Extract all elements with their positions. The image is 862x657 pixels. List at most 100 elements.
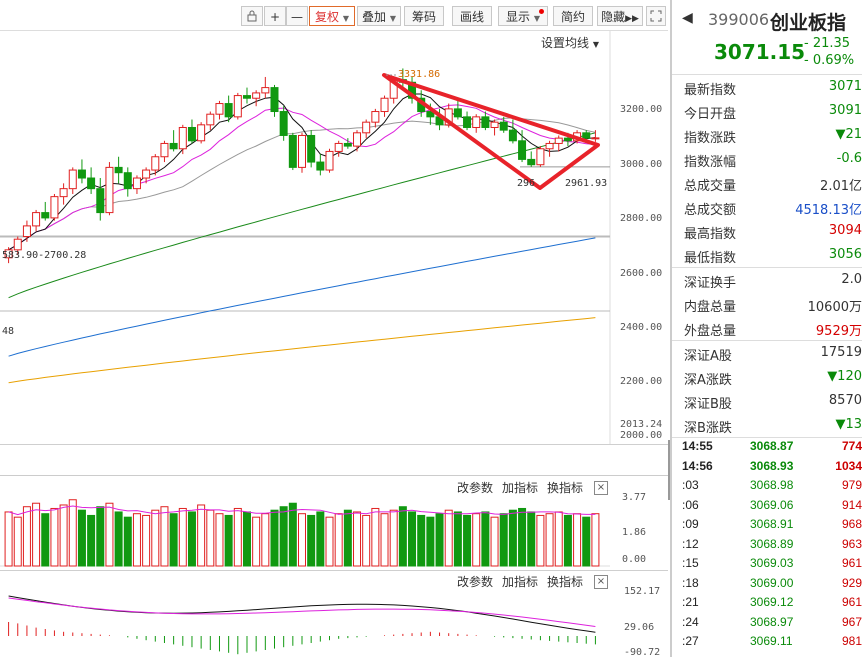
tick-row: :12 3068.89 963	[672, 535, 862, 553]
left-annotation: 583.90-2700.28	[2, 250, 87, 261]
macd-change-indicator-button[interactable]: 换指标	[547, 575, 584, 589]
vol-param-button[interactable]: 改参数	[457, 481, 494, 495]
volume-panel: 改参数 加指标 换指标 × 3.77 1.86 0.00	[0, 475, 668, 571]
stat-row: 总成交额 4518.13亿	[672, 195, 862, 219]
volume-bar	[77, 509, 86, 567]
stat-label: 最新指数	[684, 83, 737, 98]
volume-bar	[518, 507, 527, 567]
volume-bar	[499, 513, 508, 567]
xianshi-button[interactable]: 显示 ▼	[498, 6, 548, 26]
stat-divider	[672, 267, 862, 268]
stat-label: 深证B股	[684, 397, 732, 412]
volume-bar	[4, 511, 13, 567]
chevron-down-icon: ▼	[389, 14, 396, 23]
down-candle	[527, 158, 536, 166]
zoom-out-button[interactable]: —	[286, 6, 308, 26]
volume-bar	[334, 513, 343, 567]
up-candle	[233, 95, 242, 118]
double-chevron-right-icon: ▶▶	[625, 14, 639, 24]
zoom-in-button[interactable]: +	[264, 6, 286, 26]
stat-row: 深A涨跌 ▼120	[672, 365, 862, 389]
stat-label: 最高指数	[684, 227, 737, 242]
up-candle	[68, 169, 77, 190]
fuquan-button[interactable]: 复权 ▼	[309, 6, 355, 26]
volume-bar	[261, 513, 270, 567]
tick-volume: 968	[841, 517, 862, 531]
volume-bar	[41, 513, 50, 567]
stat-value: 8570	[828, 393, 862, 408]
up-candle	[13, 238, 22, 251]
stat-value: 3071	[828, 79, 862, 94]
price-label: 2013.24	[620, 419, 663, 430]
macd-add-indicator-button[interactable]: 加指标	[502, 575, 539, 589]
down-candle	[224, 103, 233, 118]
volume-bar	[325, 516, 334, 567]
tick-price: 3069.11	[750, 634, 793, 648]
vol-change-indicator-button[interactable]: 换指标	[547, 481, 584, 495]
tick-row: 14:56 3068.93 1034	[672, 457, 862, 475]
stat-row: 总成交量 2.01亿	[672, 171, 862, 195]
stat-row: 深证A股 17519	[672, 341, 862, 365]
volume-bar	[288, 502, 297, 567]
yincang-label: 隐藏	[601, 10, 626, 24]
down-candle	[307, 134, 316, 163]
volume-bar	[206, 509, 215, 567]
tick-time: :27	[682, 634, 699, 648]
jianyue-button[interactable]: 简约	[553, 6, 593, 26]
stat-label: 指数涨跌	[684, 131, 737, 146]
down-candle	[87, 177, 96, 190]
up-candle	[371, 111, 380, 123]
volume-bar	[371, 507, 380, 567]
volume-bar	[353, 511, 362, 567]
stat-value: ▼21	[835, 127, 862, 142]
up-candle	[490, 121, 499, 128]
chouma-button[interactable]: 筹码	[404, 6, 444, 26]
volume-bar	[242, 511, 251, 567]
stat-label: 总成交额	[684, 203, 737, 218]
volume-bar	[536, 514, 545, 567]
diejia-label: 叠加	[362, 10, 387, 24]
huaxian-button[interactable]: 画线	[452, 6, 492, 26]
volume-bar	[187, 511, 196, 567]
down-candle	[582, 132, 591, 139]
stock-price: 3071.15	[714, 40, 806, 64]
stat-label: 内盘总量	[684, 300, 737, 315]
up-candle	[252, 92, 261, 99]
down-candle	[187, 126, 196, 142]
volume-bar	[508, 509, 517, 567]
down-candle	[508, 129, 517, 142]
fullscreen-icon[interactable]	[646, 6, 666, 26]
volume-bar	[233, 507, 242, 567]
vol-add-indicator-button[interactable]: 加指标	[502, 481, 539, 495]
volume-bar	[573, 513, 582, 567]
lock-icon[interactable]	[241, 6, 263, 26]
volume-bar	[215, 513, 224, 567]
price-chart-svg[interactable]	[0, 31, 668, 444]
price-label: 2400.00	[620, 322, 663, 333]
up-candle	[545, 142, 554, 150]
up-candle	[178, 126, 187, 150]
stat-row: 今日开盘 3091	[672, 99, 862, 123]
up-candle	[197, 124, 206, 142]
vol-close-icon[interactable]: ×	[594, 481, 608, 495]
macd-param-button[interactable]: 改参数	[457, 575, 494, 589]
ma-settings-button[interactable]: 设置均线 ▼	[541, 34, 599, 51]
stat-row: 最新指数 3071	[672, 75, 862, 99]
volume-bar	[22, 506, 31, 567]
yincang-button[interactable]: 隐藏▶▶	[597, 6, 643, 26]
macd-close-icon[interactable]: ×	[594, 575, 608, 589]
volume-bar	[197, 504, 206, 567]
up-candle	[362, 121, 371, 134]
tick-row: :21 3069.12 961	[672, 593, 862, 611]
back-arrow-icon[interactable]: ◀	[682, 10, 693, 26]
down-candle	[288, 134, 297, 168]
tick-price: 3069.12	[750, 595, 794, 609]
price-label: 3000.00	[620, 159, 663, 170]
stat-row: 指数涨幅 -0.6	[672, 147, 862, 171]
tick-price: 3069.03	[750, 556, 794, 570]
diejia-button[interactable]: 叠加 ▼	[357, 6, 401, 26]
tick-time: :21	[682, 595, 699, 609]
volume-bar	[417, 514, 426, 567]
tick-price: 3069.00	[750, 575, 794, 590]
